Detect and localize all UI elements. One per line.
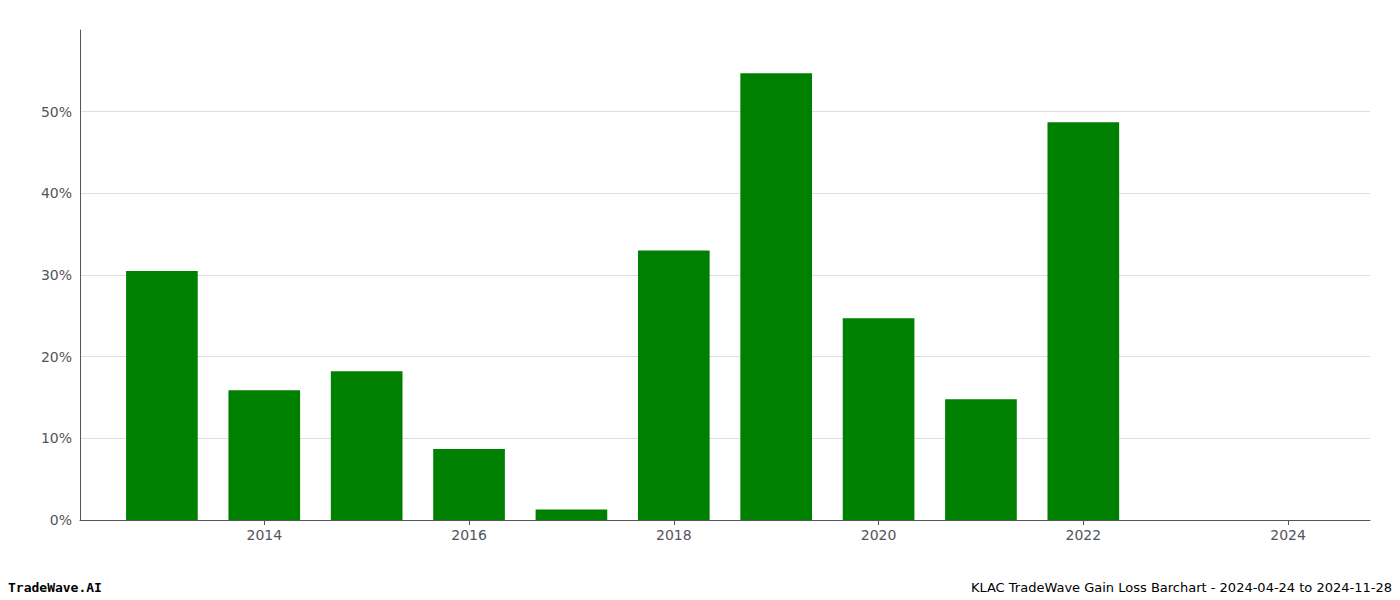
svg-text:2024: 2024 — [1270, 527, 1306, 543]
svg-text:10%: 10% — [41, 430, 72, 446]
svg-text:30%: 30% — [41, 267, 72, 283]
svg-text:2016: 2016 — [451, 527, 487, 543]
svg-text:KLAC TradeWave Gain Loss Barch: KLAC TradeWave Gain Loss Barchart - 2024… — [971, 580, 1392, 595]
svg-text:50%: 50% — [41, 104, 72, 120]
svg-text:TradeWave.AI: TradeWave.AI — [8, 580, 102, 595]
svg-text:2018: 2018 — [656, 527, 692, 543]
svg-text:2020: 2020 — [861, 527, 897, 543]
svg-text:20%: 20% — [41, 349, 72, 365]
svg-text:2014: 2014 — [246, 527, 282, 543]
svg-text:40%: 40% — [41, 185, 72, 201]
svg-text:0%: 0% — [50, 512, 72, 528]
svg-text:2022: 2022 — [1066, 527, 1102, 543]
